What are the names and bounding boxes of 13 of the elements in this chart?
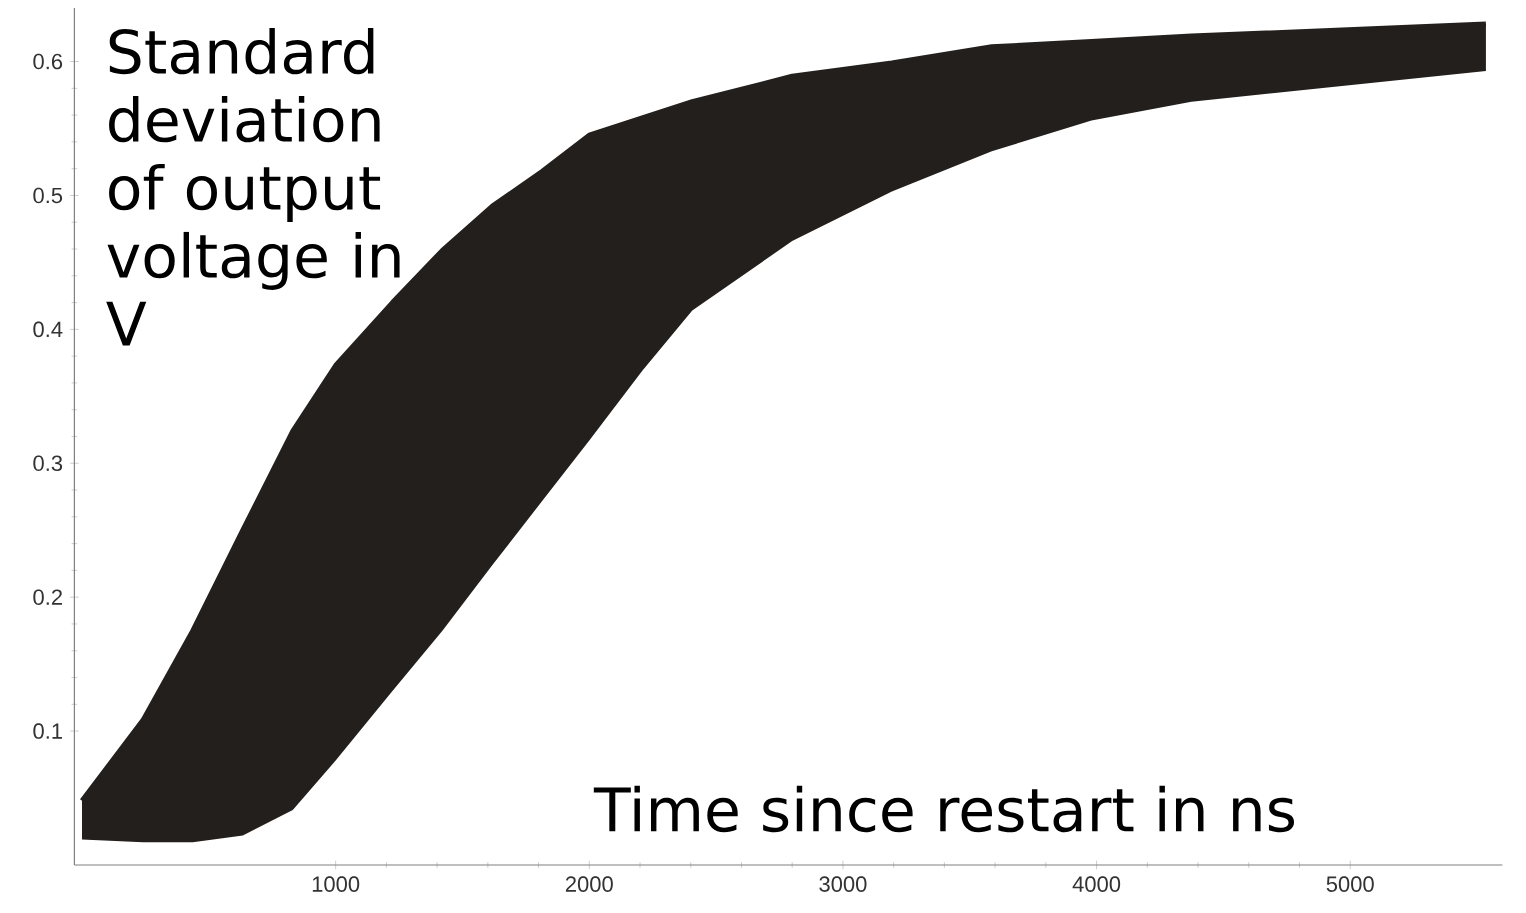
x-tick-label: 4000	[1072, 876, 1121, 892]
x-axis-title: Time since restart in ns	[593, 785, 1295, 833]
y-tick-label: 0.2	[33, 589, 62, 605]
x-tick-label: 5000	[1326, 876, 1374, 892]
y-tick-label: 0.6	[33, 53, 63, 70]
x-tick-label: 3000	[819, 876, 867, 892]
x-tick-label: 2000	[565, 876, 613, 892]
y-axis-title: Standard deviation of output voltage in V	[106, 27, 400, 346]
y-tick-label: 0.1	[33, 723, 62, 739]
y-tick-label: 0.3	[33, 455, 63, 472]
x-tick-label: 1000	[312, 876, 360, 892]
y-tick-label: 0.4	[33, 321, 63, 338]
y-tick-label: 0.5	[33, 187, 63, 204]
